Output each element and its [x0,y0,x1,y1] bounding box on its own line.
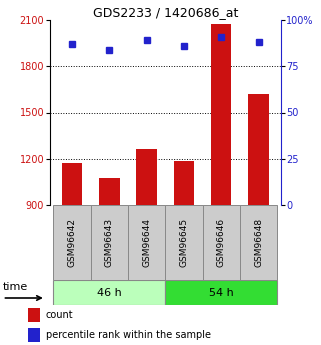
Text: percentile rank within the sample: percentile rank within the sample [46,330,211,340]
Text: GSM96646: GSM96646 [217,218,226,267]
Bar [99,178,120,205]
Title: GDS2233 / 1420686_at: GDS2233 / 1420686_at [93,6,238,19]
Text: GSM96644: GSM96644 [142,218,151,267]
FancyBboxPatch shape [91,205,128,280]
FancyBboxPatch shape [203,205,240,280]
Text: 46 h: 46 h [97,287,122,297]
Bar [62,162,82,205]
FancyBboxPatch shape [128,205,165,280]
FancyBboxPatch shape [240,205,277,280]
Text: time: time [3,282,28,292]
Bar [28,308,40,322]
Bar [211,24,231,205]
Text: count: count [46,310,73,320]
Bar [136,149,157,205]
FancyBboxPatch shape [165,280,277,305]
Text: GSM96645: GSM96645 [179,218,188,267]
Bar [174,161,194,205]
FancyBboxPatch shape [165,205,203,280]
FancyBboxPatch shape [54,280,165,305]
Text: 54 h: 54 h [209,287,234,297]
Text: GSM96643: GSM96643 [105,218,114,267]
Bar [28,328,40,342]
FancyBboxPatch shape [54,205,91,280]
Text: GSM96642: GSM96642 [68,218,77,267]
Text: GSM96648: GSM96648 [254,218,263,267]
Bar [248,94,269,205]
